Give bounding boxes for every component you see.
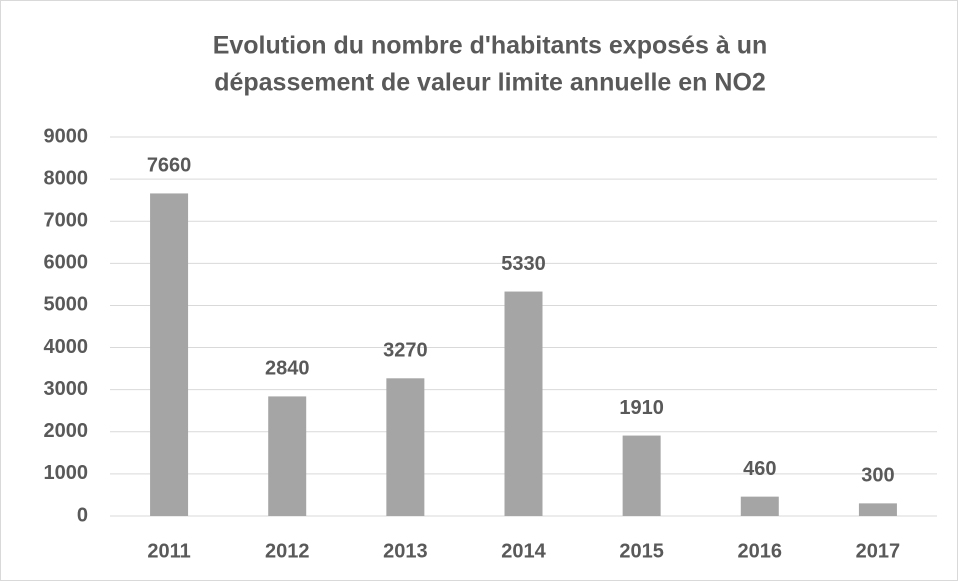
bar	[858, 503, 897, 516]
y-tick-label: 9000	[44, 125, 89, 147]
bar	[504, 291, 543, 516]
x-tick-label: 2011	[147, 540, 190, 562]
bar	[150, 193, 189, 516]
x-tick-label: 2013	[383, 540, 428, 562]
x-tick-label: 2014	[501, 540, 546, 562]
data-label: 300	[861, 465, 894, 487]
data-label: 3270	[383, 340, 428, 362]
x-tick-label: 2016	[738, 540, 783, 562]
chart-title: Evolution du nombre d'habitants exposés …	[213, 32, 768, 60]
data-label: 7660	[147, 155, 192, 177]
y-tick-label: 5000	[44, 294, 89, 316]
data-label: 1910	[619, 397, 664, 419]
data-label: 2840	[265, 358, 310, 380]
y-tick-label: 1000	[44, 462, 89, 484]
bar	[622, 435, 661, 516]
bar	[268, 396, 307, 516]
y-tick-label: 7000	[44, 210, 89, 232]
y-tick-label: 2000	[44, 420, 89, 442]
data-label: 460	[743, 458, 776, 480]
y-tick-label: 4000	[44, 336, 89, 358]
x-tick-label: 2012	[265, 540, 310, 562]
x-tick-label: 2017	[856, 540, 901, 562]
y-tick-label: 6000	[44, 252, 89, 274]
data-label: 5330	[501, 253, 546, 275]
bar	[740, 496, 779, 516]
x-tick-label: 2015	[619, 540, 664, 562]
y-tick-label: 8000	[44, 167, 89, 189]
bar	[386, 378, 425, 516]
y-tick-label: 0	[77, 504, 88, 526]
y-tick-label: 3000	[44, 378, 89, 400]
chart-title: dépassement de valeur limite annuelle en…	[214, 69, 766, 97]
